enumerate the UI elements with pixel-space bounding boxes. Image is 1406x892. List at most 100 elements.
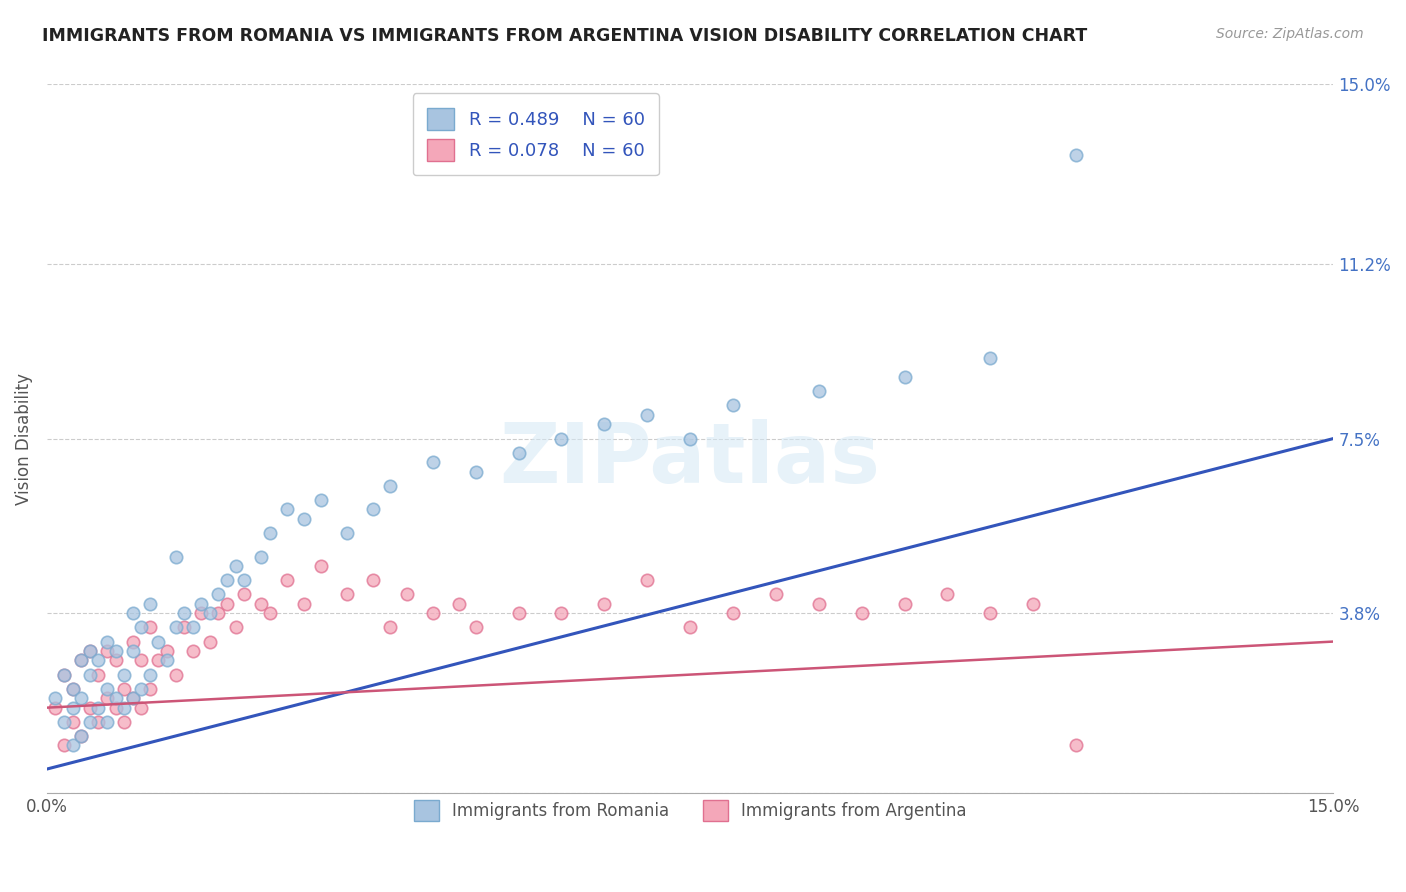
Point <box>104 653 127 667</box>
Point <box>129 681 152 696</box>
Point <box>593 417 616 432</box>
Point <box>112 714 135 729</box>
Point <box>129 700 152 714</box>
Point <box>104 691 127 706</box>
Point <box>1064 739 1087 753</box>
Point <box>851 606 873 620</box>
Point <box>96 714 118 729</box>
Point <box>139 620 162 634</box>
Point <box>765 587 787 601</box>
Point <box>276 502 298 516</box>
Point <box>181 644 204 658</box>
Point <box>198 606 221 620</box>
Point <box>62 714 84 729</box>
Point <box>422 606 444 620</box>
Point <box>292 597 315 611</box>
Point <box>129 653 152 667</box>
Point <box>311 492 333 507</box>
Point <box>336 587 359 601</box>
Y-axis label: Vision Disability: Vision Disability <box>15 373 32 505</box>
Point <box>79 644 101 658</box>
Legend: Immigrants from Romania, Immigrants from Argentina: Immigrants from Romania, Immigrants from… <box>401 787 980 834</box>
Point <box>70 653 93 667</box>
Point <box>893 370 915 384</box>
Point <box>1022 597 1045 611</box>
Point <box>165 549 187 564</box>
Point <box>508 446 530 460</box>
Point <box>53 714 76 729</box>
Point <box>148 653 170 667</box>
Point <box>190 606 212 620</box>
Point <box>79 667 101 681</box>
Point <box>378 479 401 493</box>
Point <box>422 455 444 469</box>
Point <box>121 644 143 658</box>
Point <box>807 597 830 611</box>
Point <box>679 432 702 446</box>
Point <box>139 667 162 681</box>
Point <box>361 573 384 587</box>
Point <box>139 681 162 696</box>
Point <box>44 700 66 714</box>
Text: IMMIGRANTS FROM ROMANIA VS IMMIGRANTS FROM ARGENTINA VISION DISABILITY CORRELATI: IMMIGRANTS FROM ROMANIA VS IMMIGRANTS FR… <box>42 27 1087 45</box>
Point <box>190 597 212 611</box>
Point <box>198 634 221 648</box>
Point <box>70 691 93 706</box>
Point <box>721 399 744 413</box>
Point <box>156 644 179 658</box>
Point <box>121 634 143 648</box>
Point <box>79 700 101 714</box>
Text: Source: ZipAtlas.com: Source: ZipAtlas.com <box>1216 27 1364 41</box>
Point <box>139 597 162 611</box>
Point <box>721 606 744 620</box>
Point <box>181 620 204 634</box>
Point <box>87 714 110 729</box>
Point <box>979 351 1001 366</box>
Point <box>215 573 238 587</box>
Point <box>173 620 195 634</box>
Point <box>53 667 76 681</box>
Point <box>121 691 143 706</box>
Point <box>233 573 256 587</box>
Point <box>62 700 84 714</box>
Point <box>70 653 93 667</box>
Point <box>79 714 101 729</box>
Point <box>129 620 152 634</box>
Point <box>96 681 118 696</box>
Point <box>173 606 195 620</box>
Point <box>215 597 238 611</box>
Point <box>87 700 110 714</box>
Point <box>112 667 135 681</box>
Point <box>165 620 187 634</box>
Point <box>979 606 1001 620</box>
Point <box>148 634 170 648</box>
Point <box>104 700 127 714</box>
Point <box>636 573 658 587</box>
Point <box>679 620 702 634</box>
Point <box>259 526 281 541</box>
Point <box>636 408 658 422</box>
Point <box>336 526 359 541</box>
Point <box>292 512 315 526</box>
Point <box>311 559 333 574</box>
Point <box>70 729 93 743</box>
Point <box>96 644 118 658</box>
Point <box>936 587 959 601</box>
Point <box>121 606 143 620</box>
Point <box>225 559 247 574</box>
Point <box>464 620 486 634</box>
Point <box>550 606 572 620</box>
Point <box>53 739 76 753</box>
Point <box>508 606 530 620</box>
Point <box>79 644 101 658</box>
Point <box>361 502 384 516</box>
Point <box>207 587 229 601</box>
Point <box>225 620 247 634</box>
Point <box>447 597 470 611</box>
Point <box>893 597 915 611</box>
Point <box>87 667 110 681</box>
Point <box>165 667 187 681</box>
Point <box>396 587 419 601</box>
Point <box>87 653 110 667</box>
Point <box>1064 148 1087 162</box>
